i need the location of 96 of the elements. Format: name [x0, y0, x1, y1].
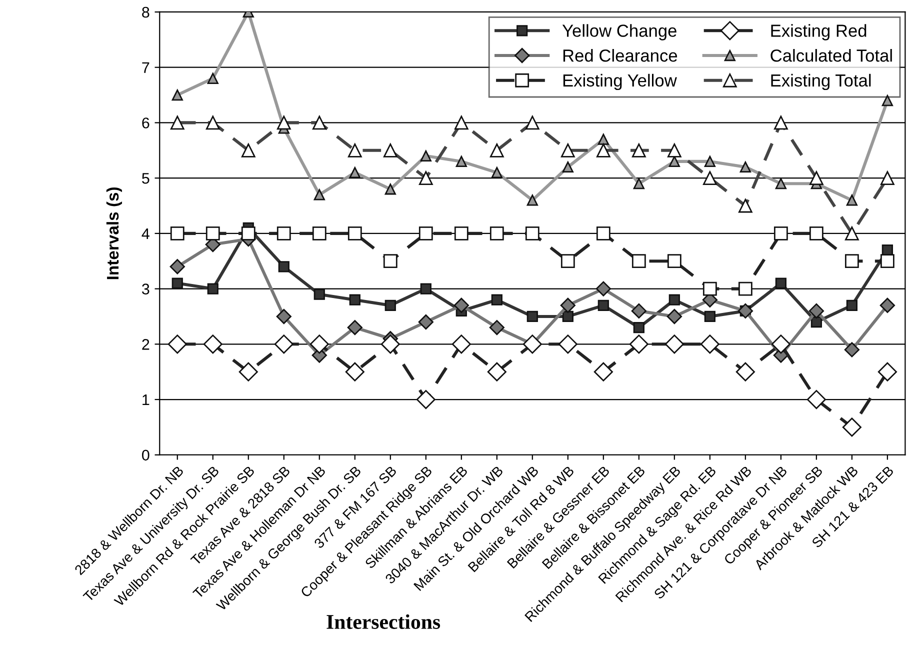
point: [629, 334, 648, 354]
y-axis-title: Intervals (s): [106, 187, 122, 280]
point: [312, 226, 326, 240]
y-tick-label: 3: [142, 284, 150, 294]
point: [454, 298, 469, 313]
point: [596, 281, 611, 296]
point: [349, 166, 360, 178]
point: [314, 189, 325, 200]
point: [666, 308, 682, 324]
point: [736, 362, 755, 382]
point: [598, 300, 609, 311]
point: [774, 226, 788, 240]
point: [490, 226, 504, 240]
point: [170, 226, 184, 240]
y-tick-label: 0: [142, 450, 150, 461]
y-tick-label: 6: [142, 118, 150, 128]
point: [278, 261, 290, 272]
point: [846, 194, 858, 206]
y-tick-label: 1: [142, 394, 150, 406]
point: [526, 194, 538, 206]
legend-label: Existing Total: [771, 74, 871, 90]
point: [526, 310, 538, 322]
point: [594, 362, 613, 382]
legend-label: Yellow Change: [562, 24, 676, 40]
point: [172, 278, 183, 289]
legend-label: Calculated Total: [770, 49, 892, 62]
point: [383, 254, 398, 268]
point: [276, 308, 292, 324]
point: [702, 282, 717, 296]
point: [844, 342, 860, 358]
point: [274, 334, 294, 354]
point: [172, 89, 183, 101]
legend-label: Red Clearance: [563, 49, 678, 62]
point: [631, 303, 646, 319]
point: [206, 226, 220, 240]
point: [846, 300, 858, 311]
point: [491, 166, 502, 178]
point: [596, 226, 610, 240]
point: [489, 320, 504, 336]
point: [525, 226, 540, 240]
legend-label: Existing Yellow: [563, 74, 677, 90]
point: [347, 320, 362, 336]
point: [207, 283, 218, 294]
point: [738, 282, 752, 296]
point: [806, 390, 826, 410]
point: [771, 334, 790, 354]
point: [170, 259, 185, 274]
point: [738, 303, 753, 319]
point: [420, 150, 432, 162]
point: [704, 156, 716, 168]
point: [380, 334, 400, 354]
point: [241, 226, 256, 240]
point: [668, 156, 680, 168]
legend-label: Existing Red: [771, 24, 866, 40]
point: [562, 161, 574, 173]
point: [384, 300, 396, 311]
point: [700, 334, 720, 354]
point: [276, 226, 291, 240]
point: [384, 184, 396, 195]
point: [314, 288, 325, 300]
point: [775, 178, 786, 190]
point: [842, 418, 862, 437]
point: [740, 161, 751, 173]
y-tick-label: 2: [142, 339, 150, 350]
point: [633, 178, 644, 190]
point: [456, 156, 467, 168]
y-tick-label: 4: [142, 228, 150, 239]
point: [207, 72, 218, 84]
point: [808, 303, 824, 319]
y-tick-label: 5: [142, 173, 150, 184]
point: [633, 322, 644, 334]
point: [558, 334, 578, 354]
point: [880, 298, 896, 313]
point: [598, 134, 609, 145]
point: [416, 390, 436, 410]
point: [418, 226, 433, 240]
point: [454, 226, 468, 240]
y-tick-label: 7: [142, 62, 150, 73]
x-axis-title: Intersections: [326, 614, 440, 629]
point: [491, 294, 502, 306]
point: [560, 298, 576, 313]
point: [420, 283, 432, 294]
y-tick-label: 8: [142, 6, 150, 18]
point: [168, 334, 187, 354]
point: [844, 254, 859, 268]
point: [349, 294, 360, 306]
point: [882, 95, 893, 106]
point: [562, 310, 574, 322]
point: [704, 310, 716, 322]
point: [310, 334, 329, 354]
point: [418, 314, 434, 330]
point: [664, 334, 684, 354]
point: [668, 294, 680, 306]
point: [452, 334, 471, 354]
point: [775, 278, 786, 289]
point: [203, 334, 222, 354]
